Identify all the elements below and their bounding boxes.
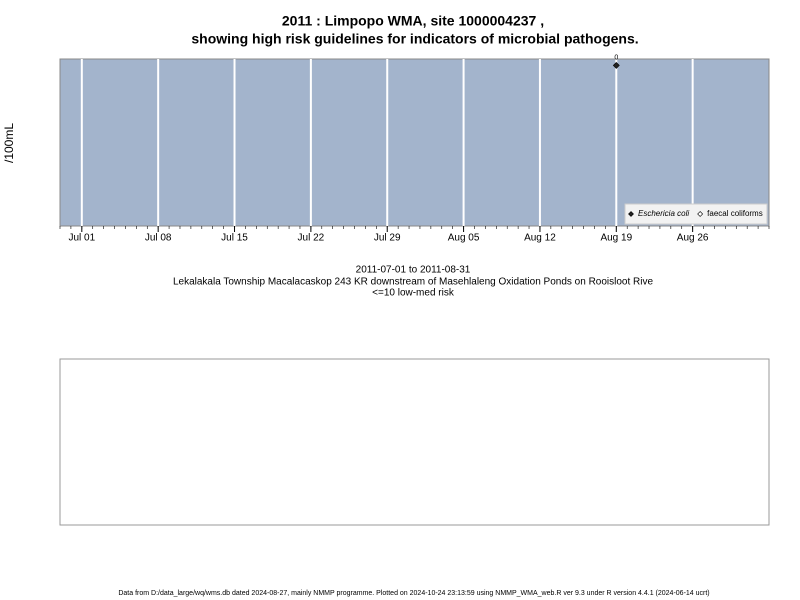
- x-tick-label: Jul 15: [221, 233, 248, 244]
- legend-symbol: [697, 211, 704, 217]
- chart-title: 2011 : Limpopo WMA, site 1000004237 ,: [282, 13, 544, 29]
- x-tick-label: Jul 29: [374, 233, 401, 244]
- x-tick-label: Aug 12: [524, 233, 556, 244]
- x-tick-label: Aug 26: [677, 233, 709, 244]
- x-tick-label: Aug 05: [448, 233, 480, 244]
- x-axis-label: 2011-07-01 to 2011-08-31: [356, 265, 471, 276]
- data-label: 0: [614, 54, 618, 61]
- footer: Data from D:/data_large/wq/wms.db dated …: [118, 590, 709, 597]
- legend-label: Eschericia coli: [638, 209, 689, 218]
- chart-subtitle: showing high risk guidelines for indicat…: [191, 31, 638, 47]
- plot-panel: [59, 58, 770, 227]
- legend-box: [624, 203, 768, 225]
- point: [612, 61, 620, 69]
- y-axis-label: /100mL: [2, 123, 16, 163]
- x-tick-label: Jul 22: [298, 233, 325, 244]
- x-tick-label: Jul 01: [68, 233, 95, 244]
- x-axis-label: <=10 low-med risk: [372, 288, 455, 299]
- empty-panel: [59, 358, 770, 526]
- legend-label: faecal coliforms: [707, 209, 763, 218]
- x-tick-label: Jul 08: [145, 233, 172, 244]
- legend-symbol: [628, 211, 634, 217]
- x-axis-label: Lekalakala Township Macalacaskop 243 KR …: [173, 277, 654, 288]
- x-tick-label: Aug 19: [600, 233, 632, 244]
